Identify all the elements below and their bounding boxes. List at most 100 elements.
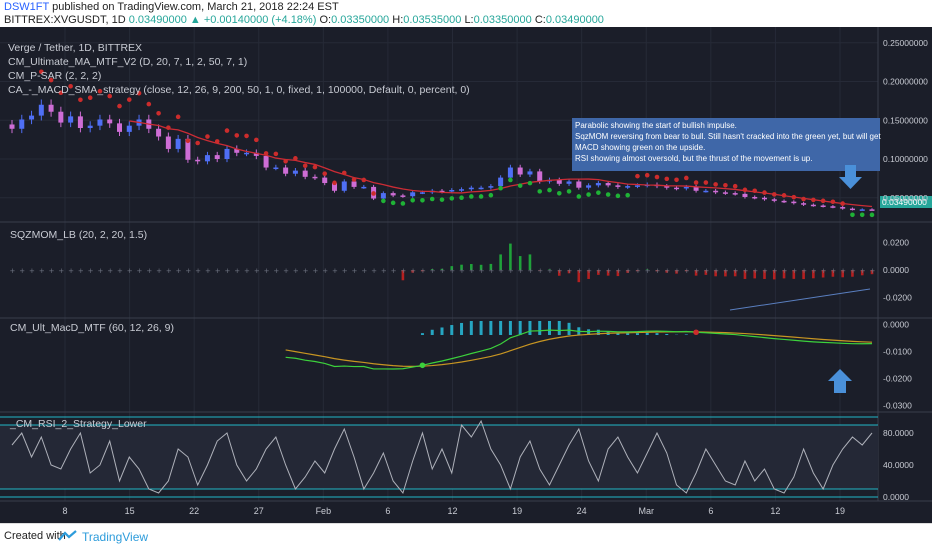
chart-area[interactable]: Verge / Tether, 1D, BITTREX CM_Ultimate_… — [0, 27, 932, 523]
sar-dot-bull — [391, 201, 396, 206]
sar-dot-bull — [508, 178, 513, 183]
sar-dot-bear — [215, 139, 220, 144]
tradingview-brand-link[interactable]: TradingView — [82, 530, 148, 544]
sar-dot-bear — [362, 178, 367, 183]
sar-dot-bear — [225, 128, 230, 133]
sqz-cross: + — [19, 267, 25, 275]
macd-histo-bar — [685, 334, 688, 335]
macd-pane[interactable]: CM_Ult_MacD_MTF (60, 12, 26, 9) — [10, 321, 872, 393]
sar-dot-bull — [420, 198, 425, 203]
macd-histo-bar — [499, 321, 502, 335]
sar-dot-bull — [596, 190, 601, 195]
candle — [713, 191, 718, 193]
sqz-cross: + — [137, 267, 143, 275]
candle — [782, 201, 787, 203]
sqz-cross: + — [762, 267, 768, 275]
sqz-cross: + — [352, 267, 358, 275]
macd-tick-label: -0.0300 — [883, 401, 912, 411]
sqz-cross: + — [596, 267, 602, 275]
sqz-cross: + — [459, 267, 465, 275]
sar-dot-bear — [274, 152, 279, 157]
sqz-cross: + — [791, 267, 797, 275]
time-tick-label: Mar — [639, 506, 655, 516]
sqz-cross: + — [537, 267, 543, 275]
sqz-tick-label: 0.0000 — [883, 265, 909, 275]
sqz-cross: + — [39, 267, 45, 275]
sqz-cross: + — [88, 267, 94, 275]
sqz-cross: + — [645, 267, 651, 275]
sqz-cross: + — [225, 267, 231, 275]
candle — [527, 171, 532, 174]
candle — [576, 181, 581, 187]
sqz-cross: + — [49, 267, 55, 275]
candle — [391, 193, 396, 195]
rsi-tick-label: 0.0000 — [883, 492, 909, 502]
macd-histo-bar — [636, 333, 639, 335]
sqz-cross: + — [508, 267, 514, 275]
sqz-cross: + — [440, 267, 446, 275]
author-link[interactable]: DSW1FT — [4, 1, 49, 13]
sqz-cross: + — [185, 267, 191, 275]
l-label: L: — [464, 14, 473, 26]
sqz-cross: + — [830, 267, 836, 275]
candle — [97, 119, 102, 125]
candle — [39, 105, 44, 116]
sar-dot-bull — [489, 193, 494, 198]
sar-dot-bull — [586, 192, 591, 197]
sqz-pane[interactable]: ++++++++++++++++++++++++++++++++++++++++… — [10, 229, 876, 310]
candle — [537, 171, 542, 181]
sqz-cross: + — [635, 267, 641, 275]
rsi-band-fill — [0, 425, 878, 489]
sqz-cross: + — [782, 267, 788, 275]
sqz-cross: + — [557, 267, 563, 275]
sqz-cross: + — [254, 267, 260, 275]
sar-dot-bear — [684, 176, 689, 181]
candle — [459, 189, 464, 191]
sar-dot-bear — [283, 159, 288, 164]
sqz-cross: + — [498, 267, 504, 275]
sqz-cross: + — [361, 267, 367, 275]
chart-svg[interactable]: Verge / Tether, 1D, BITTREX CM_Ultimate_… — [0, 27, 932, 523]
candle — [752, 197, 757, 199]
sqz-cross: + — [215, 267, 221, 275]
candle — [322, 178, 327, 183]
sqz-cross: + — [29, 267, 35, 275]
macd-histo-bar — [665, 334, 668, 335]
sar-dot-bull — [606, 192, 611, 197]
sar-dot-bear — [664, 177, 669, 182]
sar-dot-bear — [752, 188, 757, 193]
sqz-cross: + — [117, 267, 123, 275]
sqz-cross: + — [870, 267, 876, 275]
macd-histo-bar — [450, 325, 453, 335]
rsi-tick-label: 40.0000 — [883, 460, 914, 470]
candle — [283, 168, 288, 174]
sar-dot-bull — [381, 199, 386, 204]
sqz-cross: + — [332, 267, 338, 275]
candle — [293, 171, 298, 174]
candle — [840, 207, 845, 209]
sar-dot-bear — [156, 111, 161, 116]
sar-dot-bear — [674, 178, 679, 183]
candle — [469, 188, 474, 190]
candle — [742, 194, 747, 197]
macd-histo-bar — [441, 327, 444, 335]
macd-signal-line — [286, 332, 872, 367]
sar-dot-bear — [704, 180, 709, 185]
price-pane[interactable]: Verge / Tether, 1D, BITTREX CM_Ultimate_… — [8, 42, 932, 217]
annotation-note[interactable]: Parabolic showing the start of bullish i… — [572, 118, 881, 171]
macd-histo-bar — [489, 321, 492, 335]
rsi-pane[interactable]: _CM_RSI_2_Strategy_Lower — [0, 417, 878, 497]
candle — [381, 193, 386, 198]
sqz-cross: + — [146, 267, 152, 275]
sar-dot-bull — [870, 213, 875, 218]
sqz-cross: + — [527, 267, 533, 275]
candle — [801, 203, 806, 205]
candle — [449, 190, 454, 192]
annotation-line-4: RSI showing almost oversold, but the thr… — [575, 154, 812, 163]
sar-dot-bear — [713, 182, 718, 187]
sqz-cross: + — [772, 267, 778, 275]
candle — [723, 192, 728, 194]
candle — [684, 187, 689, 189]
sar-dot-bull — [410, 198, 415, 203]
